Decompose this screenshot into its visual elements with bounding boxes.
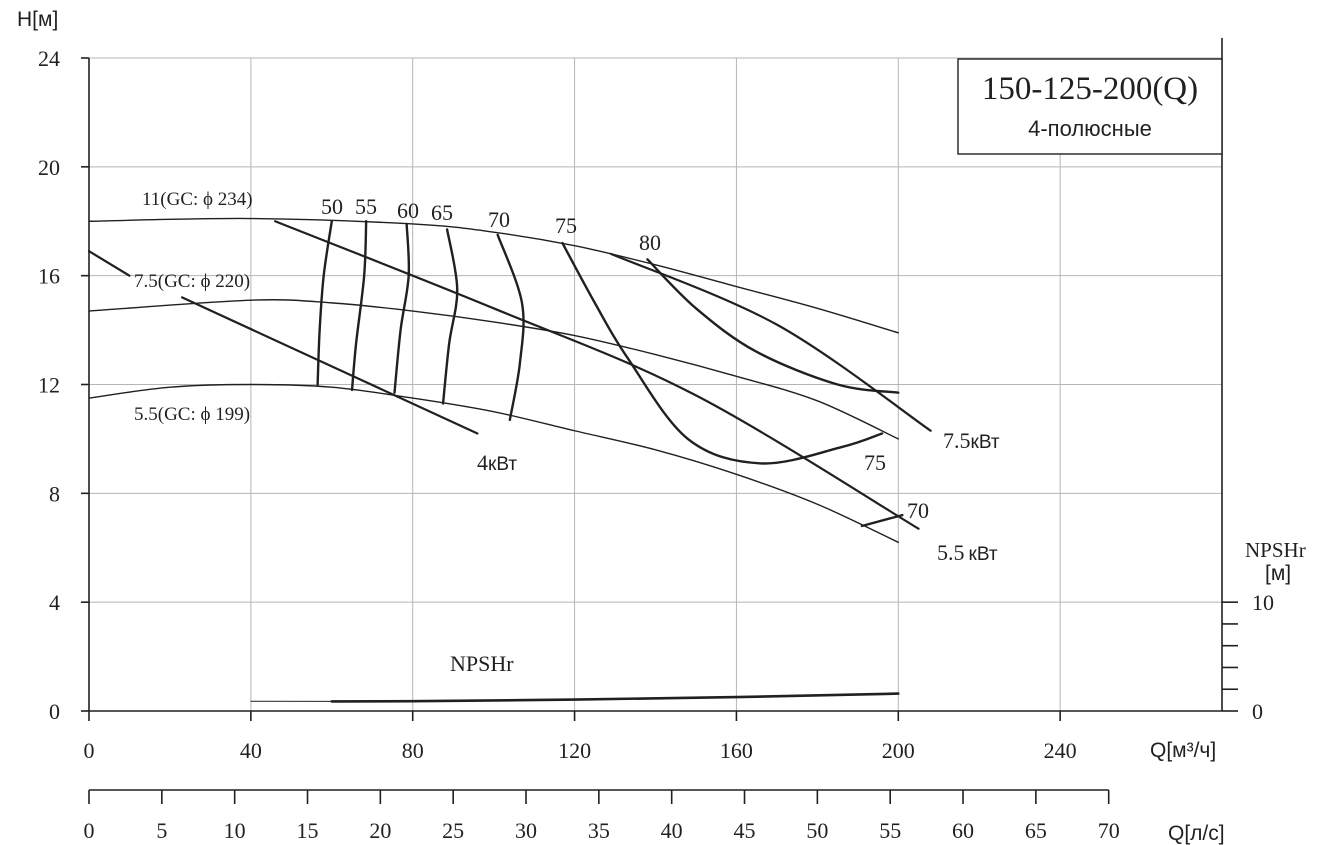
x2-tick-label-20: 20: [369, 818, 391, 843]
head-curve-1: [88, 299, 899, 440]
npsh-curve: [330, 692, 900, 703]
y2-tick-label-0: 0: [1252, 699, 1263, 724]
efficiency-label-70: 70: [488, 207, 510, 232]
power-curve-1: [274, 220, 920, 530]
x2-tick-label-10: 10: [224, 818, 246, 843]
efficiency-label-80: 80: [639, 230, 661, 255]
title-frame: [957, 58, 1223, 155]
efficiency-label-55: 55: [355, 194, 377, 219]
efficiency-curve-70-7: [860, 513, 904, 528]
y-axis-title: H[м]: [17, 8, 58, 31]
y2-axis-title: NPSHr: [1245, 538, 1306, 562]
y-tick-label-8: 8: [49, 481, 60, 506]
x2-tick-label-35: 35: [588, 818, 610, 843]
x2-tick-label-65: 65: [1025, 818, 1047, 843]
efficiency-curve-75-5: [561, 241, 884, 465]
y-tick-label-12: 12: [38, 373, 60, 398]
y-tick-label-0: 0: [49, 699, 60, 724]
y-tick-label-24: 24: [38, 46, 60, 71]
chart-title: 150-125-200(Q): [982, 71, 1198, 107]
impeller-label-199: 5.5(GC: ϕ 199): [134, 404, 250, 425]
power-curve-0-segment: [180, 296, 479, 435]
power-curve-2: [609, 252, 932, 432]
x-tick-label-0: 0: [84, 738, 95, 763]
efficiency-label-70-right: 70: [907, 498, 929, 523]
x-tick-label-120: 120: [558, 738, 591, 763]
x2-tick-label-15: 15: [297, 818, 319, 843]
head-curve-0: [88, 217, 899, 334]
impeller-label-220: 7.5(GC: ϕ 220): [134, 271, 250, 292]
x2-tick-label-5: 5: [156, 818, 167, 843]
x2-tick-label-50: 50: [806, 818, 828, 843]
efficiency-label-60: 60: [397, 198, 419, 223]
x-tick-label-240: 240: [1044, 738, 1077, 763]
x-axis-title: Q[м³/ч]: [1150, 739, 1216, 762]
y-tick-label-20: 20: [38, 155, 60, 180]
npsh-curve-label: NPSHr: [450, 651, 514, 676]
x2-tick-label-70: 70: [1098, 818, 1120, 843]
title-box: 150-125-200(Q) 4-полюсные: [957, 58, 1223, 155]
x-tick-label-80: 80: [402, 738, 424, 763]
x2-tick-label-55: 55: [879, 818, 901, 843]
power-label-7-5kw: 7.5кВт: [943, 428, 1000, 453]
power-label-4kw: 4кВт: [477, 450, 517, 475]
curves: [87, 217, 932, 703]
head-curve-2: [88, 383, 899, 544]
efficiency-curve-70-4: [496, 233, 525, 422]
efficiency-label-75: 75: [555, 213, 577, 238]
x2-tick-label-60: 60: [952, 818, 974, 843]
x2-tick-label-25: 25: [442, 818, 464, 843]
x-tick-label-160: 160: [720, 738, 753, 763]
power-curve-0: [87, 250, 131, 277]
x-tick-label-40: 40: [240, 738, 262, 763]
x2-tick-label-0: 0: [84, 818, 95, 843]
y-tick-label-16: 16: [38, 264, 60, 289]
efficiency-label-50: 50: [321, 194, 343, 219]
x2-tick-label-40: 40: [661, 818, 683, 843]
x-tick-label-200: 200: [882, 738, 915, 763]
power-label-5-5kw: 5.5 кВт: [937, 540, 998, 565]
grid: [89, 57, 1222, 711]
y2-axis-unit: [м]: [1265, 562, 1291, 585]
efficiency-curve-65-3: [441, 228, 459, 405]
efficiency-curve-55-1: [350, 220, 368, 392]
chart-subtitle: 4-полюсные: [1028, 116, 1152, 141]
y-tick-label-4: 4: [49, 590, 60, 615]
impeller-label-234: 11(GC: ϕ 234): [142, 189, 253, 210]
efficiency-curve-60-2: [393, 222, 411, 394]
efficiency-label-65: 65: [431, 200, 453, 225]
efficiency-label-75-right: 75: [864, 450, 886, 475]
x2-tick-label-30: 30: [515, 818, 537, 843]
x2-axis-title: Q[л/с]: [1168, 822, 1225, 845]
x2-tick-label-45: 45: [734, 818, 756, 843]
efficiency-curve-80-6: [646, 258, 900, 394]
y2-tick-label-10: 10: [1252, 590, 1274, 615]
